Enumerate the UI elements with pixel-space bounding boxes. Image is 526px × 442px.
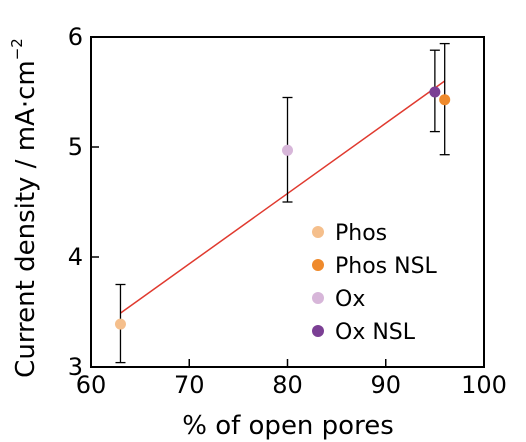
data-point (439, 94, 451, 106)
data-point (114, 318, 126, 330)
data-point (429, 86, 441, 98)
legend-marker (312, 226, 324, 238)
x-axis-label: % of open pores (182, 411, 394, 441)
x-tick-label: 70 (174, 371, 205, 399)
legend-label: Phos (335, 221, 387, 246)
legend-marker (312, 259, 324, 271)
x-tick-label: 90 (370, 371, 401, 399)
y-tick-label: 4 (68, 243, 83, 271)
x-tick-label: 80 (272, 371, 303, 399)
legend: Phos Phos NSL Ox Ox NSL (312, 221, 438, 345)
y-tick-label: 5 (68, 133, 83, 161)
y-axis-label: Current density / mA·cm−2 (8, 38, 41, 378)
legend-label: Ox NSL (335, 320, 416, 345)
legend-label: Ox (335, 287, 365, 312)
x-tick-label: 100 (461, 371, 507, 399)
legend-marker (312, 292, 324, 304)
legend-label: Phos NSL (335, 254, 438, 279)
x-tick-label: 60 (76, 371, 107, 399)
y-tick-label: 6 (68, 23, 83, 51)
fit-line (120, 80, 446, 314)
data-point (282, 144, 293, 156)
legend-marker (312, 325, 324, 337)
y-tick-label: 3 (68, 353, 83, 381)
